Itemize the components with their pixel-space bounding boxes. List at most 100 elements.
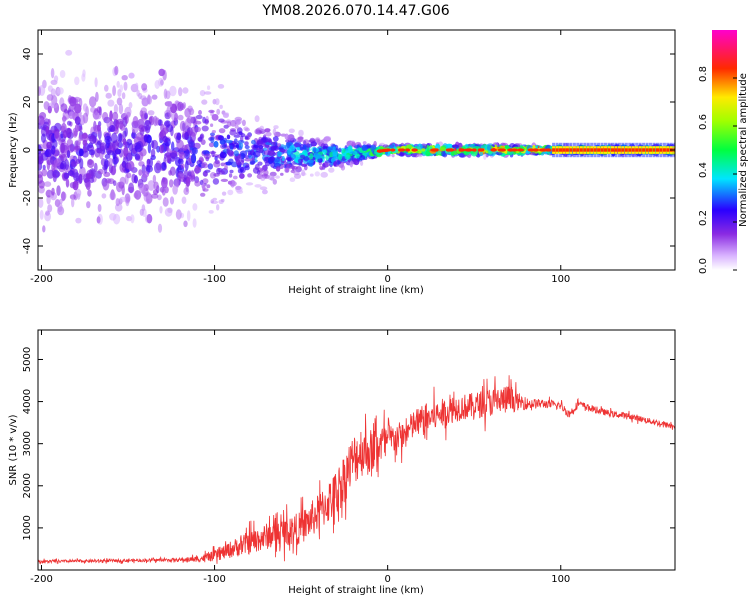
spectral-blob [47,204,53,213]
spectral-blob [287,135,295,141]
spectral-blob [109,191,116,201]
spectral-blob [382,144,389,148]
x-tick-label: -100 [203,574,226,585]
spectral-blob [185,176,191,187]
snr-ylabel: SNR (10 * v/v) [8,414,19,485]
spectral-blob [191,147,198,155]
spectral-blob [214,159,220,165]
spectral-blob [115,198,120,207]
spectral-blob [157,223,163,233]
spectral-blob [201,99,208,105]
spectral-blob [293,173,302,179]
spectral-blob [138,184,147,194]
band-peak-cell [583,148,587,152]
spectral-blob [229,129,237,136]
spectral-blob [238,142,244,149]
spectral-blob [336,160,341,165]
spectral-blob [154,117,160,126]
spectral-blob [74,188,82,198]
spectral-blob [340,165,346,171]
spectral-blob [44,117,48,123]
spectral-blob [79,115,86,126]
spectral-blob [38,117,45,127]
spectral-peak [448,148,455,152]
spectral-blob [302,150,308,155]
spectral-blob [122,138,127,145]
spectral-blob [136,140,144,152]
spectral-blob [151,193,159,199]
spectral-blob [68,170,75,176]
spectral-blob [128,72,135,79]
spectral-blob [160,79,164,86]
spectral-blob [151,94,158,100]
spectral-blob [97,168,104,175]
spectral-blob [229,145,234,152]
spectral-blob [153,181,159,190]
spectral-blob [296,137,302,143]
spectral-blob [361,144,367,151]
spectral-blob [181,196,187,204]
spectral-blob [162,127,169,134]
spectral-blob [211,130,216,134]
spectral-blob [388,145,394,148]
spectral-blob [194,165,200,175]
spectral-blob [269,156,275,162]
spectral-blob [183,220,188,228]
spectral-blob [279,148,286,153]
spectral-blob [109,125,116,132]
spectral-blob [239,173,245,179]
spectral-blob [421,148,426,152]
spectral-blob [480,145,484,149]
spectral-blob [441,149,446,157]
spectral-blob [275,175,280,179]
spectral-blob [289,177,296,182]
spectral-blob [104,154,111,159]
spectral-blob [51,145,56,155]
spectral-blob [52,174,57,183]
spectral-blob [154,80,160,89]
spectral-blob [205,156,210,162]
spectral-blob [177,101,184,112]
spectral-blob [303,155,309,162]
spectral-blob [69,96,77,107]
spectral-blob [235,185,242,191]
spectral-blob [312,147,317,153]
band-peak-cell [614,148,618,152]
spectral-blob [58,139,63,146]
spectral-blob [39,209,44,220]
spectral-blob [319,165,324,170]
spectral-blob [285,157,293,161]
spectral-blob [204,91,212,95]
spectral-blob [98,106,102,116]
spectral-blob [337,148,342,153]
spectral-blob [42,225,46,233]
spectral-blob [353,158,360,166]
spectral-blob [323,136,331,142]
spectral-blob [259,147,264,153]
spectral-blob [152,189,159,195]
spectral-blob [249,160,256,165]
spectral-blob [131,131,137,139]
band-peak-cell [662,148,666,152]
spectral-blob [208,210,214,214]
spectral-blob [101,193,107,199]
spectral-blob [237,140,245,144]
spectral-blob [219,139,226,145]
spectral-blob [244,135,249,140]
spectral-blob [102,165,108,171]
spectral-blob [238,131,243,135]
spectral-blob [305,143,311,148]
spectral-blob [194,180,201,187]
spectral-peak [390,148,396,152]
snr-xlabel: Height of straight line (km) [288,585,424,596]
spectral-blob [210,136,215,144]
spectral-blob [133,175,138,184]
band-peak-cell [635,148,639,152]
spectral-blob [417,143,423,150]
spectral-blob [110,165,117,176]
spectral-blob [45,125,50,134]
spectral-blob [416,153,423,158]
spectral-blob [134,190,142,200]
spectral-peak [517,148,525,152]
spectral-blob [179,151,186,160]
